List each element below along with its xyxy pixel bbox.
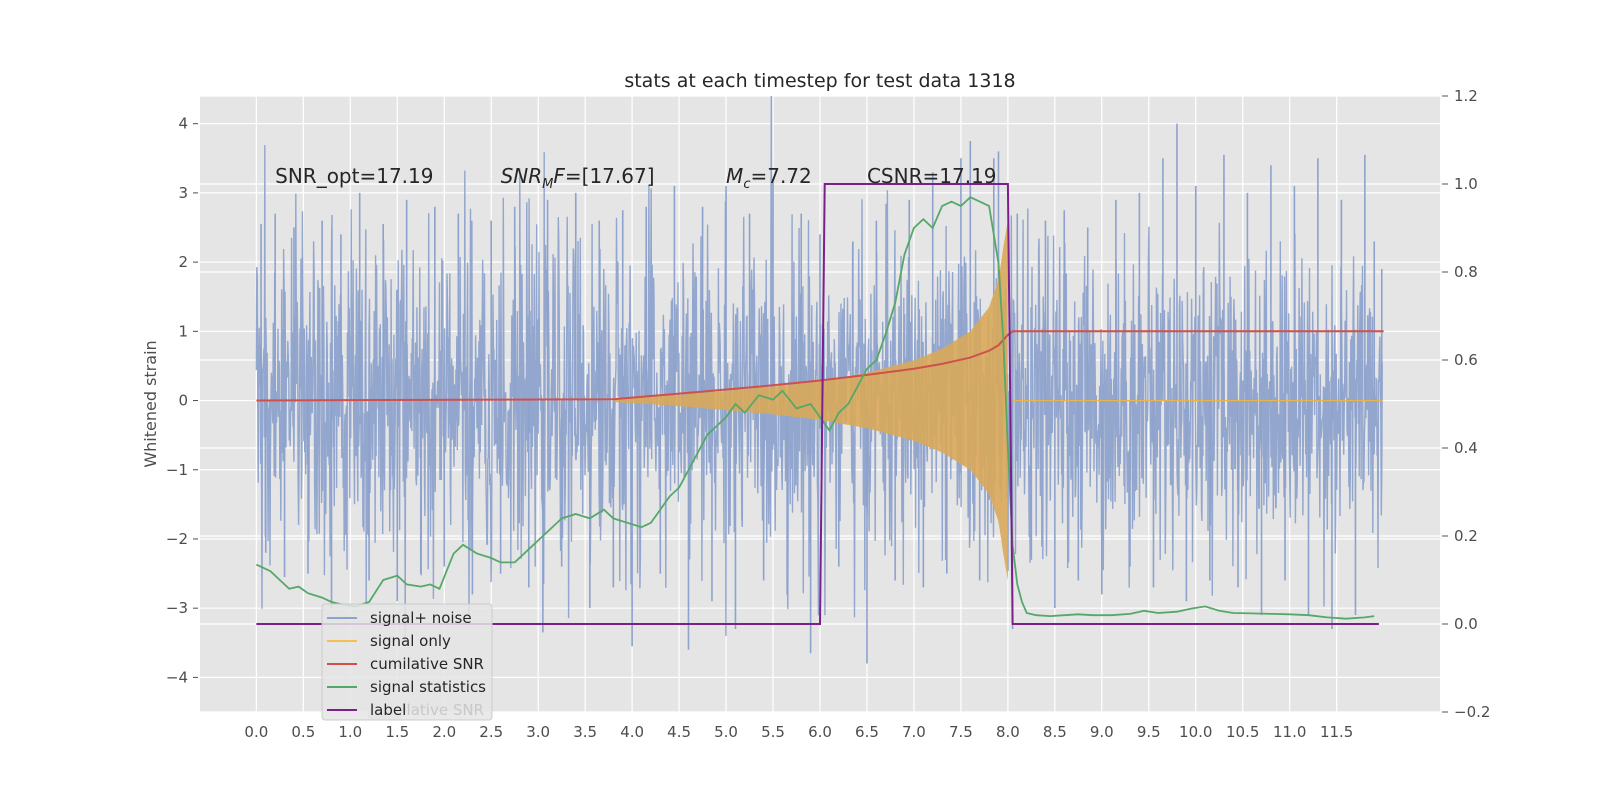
- legend: signal+ noise signal only cumilative SNR si…: [321, 603, 493, 721]
- x-tick-label: 0.0: [244, 723, 268, 741]
- y2-tick-label: −0.2: [1454, 703, 1490, 721]
- series-cumulative-snr: [256, 330, 1384, 402]
- x-tick-label: 0.5: [291, 723, 315, 741]
- legend-label: cumilative SNR: [370, 655, 484, 673]
- x-tick-label: 6.0: [808, 723, 832, 741]
- legend-label: signal+ noise: [370, 609, 472, 627]
- y-tick-label: 2: [178, 253, 188, 271]
- y2-tick-label: 0.2: [1454, 527, 1478, 545]
- legend-label-top: label: [370, 701, 406, 719]
- annotation-text: CSNR=17.19: [867, 164, 997, 188]
- x-tick-label: 1.0: [338, 723, 362, 741]
- x-tick-label: 10.0: [1179, 723, 1212, 741]
- x-tick-label: 7.5: [949, 723, 973, 741]
- x-tick-label: 6.5: [855, 723, 879, 741]
- annotations: SNR_opt=17.19 SNRMF=[17.67] Mc=7.72 CSNR=17…: [275, 164, 996, 192]
- legend-box: [321, 603, 493, 721]
- y-tick-label: 1: [178, 322, 188, 340]
- x-tick-label: 9.0: [1090, 723, 1114, 741]
- x-tick-label: 9.5: [1137, 723, 1161, 741]
- x-tick-label: 4.0: [620, 723, 644, 741]
- annotation-text: Mc=7.72: [726, 164, 812, 192]
- legend-label: signal only: [370, 632, 451, 650]
- y2-tick-label: 1.2: [1454, 87, 1478, 105]
- y-tick-label: 3: [178, 184, 188, 202]
- x-tick-label: 1.5: [385, 723, 409, 741]
- y-tick-label: 0: [178, 392, 188, 410]
- x-tick-label: 10.5: [1226, 723, 1259, 741]
- y2-tick-label: 0.4: [1454, 439, 1478, 457]
- axes: 0.0 0.5 1.0 1.5 2.0 2.5 3.0 3.5 4.0 4.5 5.0 5.5 6.0 6…: [166, 87, 1491, 741]
- x-tick-label: 11.5: [1320, 723, 1353, 741]
- y-tick-label: −2: [166, 530, 188, 548]
- data-layer: [255, 96, 1384, 664]
- x-tick-label: 3.0: [526, 723, 550, 741]
- y-tick-label: 4: [178, 115, 188, 133]
- y2-tick-label: 0.8: [1454, 263, 1478, 281]
- y-tick-label: −1: [166, 461, 188, 479]
- y-tick-label: −4: [166, 668, 188, 686]
- x-tick-label: 5.0: [714, 723, 738, 741]
- legend-ghost-cover: [368, 701, 402, 719]
- chart-title: stats at each timestep for test data 131…: [624, 70, 1015, 92]
- y-tick-label: −3: [166, 599, 188, 617]
- x-tick-label: 3.5: [573, 723, 597, 741]
- annotation-text: SNRMF=[17.67]: [501, 164, 655, 192]
- legend-label: signal statistics: [370, 678, 486, 696]
- annotation-text: SNR_opt=17.19: [275, 164, 433, 188]
- x-tick-label: 8.0: [996, 723, 1020, 741]
- x-tick-label: 2.5: [479, 723, 503, 741]
- series-label: [256, 183, 1379, 625]
- x-tick-label: 5.5: [761, 723, 785, 741]
- y2-tick-label: 1.0: [1454, 175, 1478, 193]
- series-signal-only-band: [613, 220, 1008, 581]
- x-tick-label: 7.0: [902, 723, 926, 741]
- series-signal-statistics: [256, 196, 1375, 620]
- x-tick-label: 2.0: [432, 723, 456, 741]
- y-axis-label: Whitened strain: [141, 340, 160, 467]
- x-tick-label: 4.5: [667, 723, 691, 741]
- x-tick-label: 8.5: [1043, 723, 1067, 741]
- x-tick-label: 11.0: [1273, 723, 1306, 741]
- y2-tick-label: 0.6: [1454, 351, 1478, 369]
- y2-tick-label: 0.0: [1454, 615, 1478, 633]
